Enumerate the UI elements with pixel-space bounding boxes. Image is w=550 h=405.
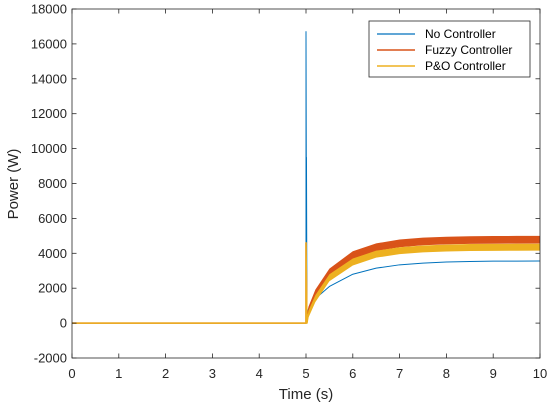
- legend-box: [368, 20, 531, 78]
- series-band-p-o-controller: [72, 242, 540, 324]
- x-tick-label: 8: [443, 366, 450, 381]
- legend-label-no-controller: No Controller: [425, 27, 496, 41]
- x-axis-label: Time (s): [279, 386, 333, 403]
- y-tick-label: 4000: [38, 246, 67, 261]
- x-tick-label: 0: [68, 366, 75, 381]
- y-tick-label: -2000: [34, 351, 67, 366]
- y-tick-label: 10000: [31, 141, 67, 156]
- y-tick-label: 18000: [31, 2, 67, 17]
- series-line-no-controller: [72, 31, 541, 324]
- x-tick-label: 5: [302, 366, 309, 381]
- plot-frame: [71, 8, 541, 359]
- ticks-layer: 0 1 2 3 4 5 6 7 8 9 10-200002000400060008000100001…: [31, 2, 547, 382]
- series-line-p-o-controller: [72, 242, 541, 324]
- y-tick-label: 0: [60, 316, 67, 331]
- y-tick-label: 14000: [31, 71, 67, 86]
- x-tick-label: 6: [349, 366, 356, 381]
- legend-label-po-controller: P&O Controller: [425, 59, 506, 73]
- x-tick-label: 9: [490, 366, 497, 381]
- x-tick-label: 7: [396, 366, 403, 381]
- legend: No Controller Fuzzy Controller P&O Contr…: [368, 20, 531, 78]
- y-tick-label: 2000: [38, 281, 67, 296]
- x-tick-label: 1: [115, 366, 122, 381]
- series-layer: [72, 31, 541, 324]
- y-tick-label: 12000: [31, 106, 67, 121]
- legend-label-fuzzy-controller: Fuzzy Controller: [425, 43, 512, 57]
- y-tick-label: 8000: [38, 176, 67, 191]
- y-axis-label: Power (W): [5, 149, 22, 220]
- x-tick-label: 10: [533, 366, 547, 381]
- x-tick-label: 3: [209, 366, 216, 381]
- x-tick-label: 4: [256, 366, 263, 381]
- y-tick-label: 16000: [31, 36, 67, 51]
- x-tick-label: 2: [162, 366, 169, 381]
- y-tick-label: 6000: [38, 211, 67, 226]
